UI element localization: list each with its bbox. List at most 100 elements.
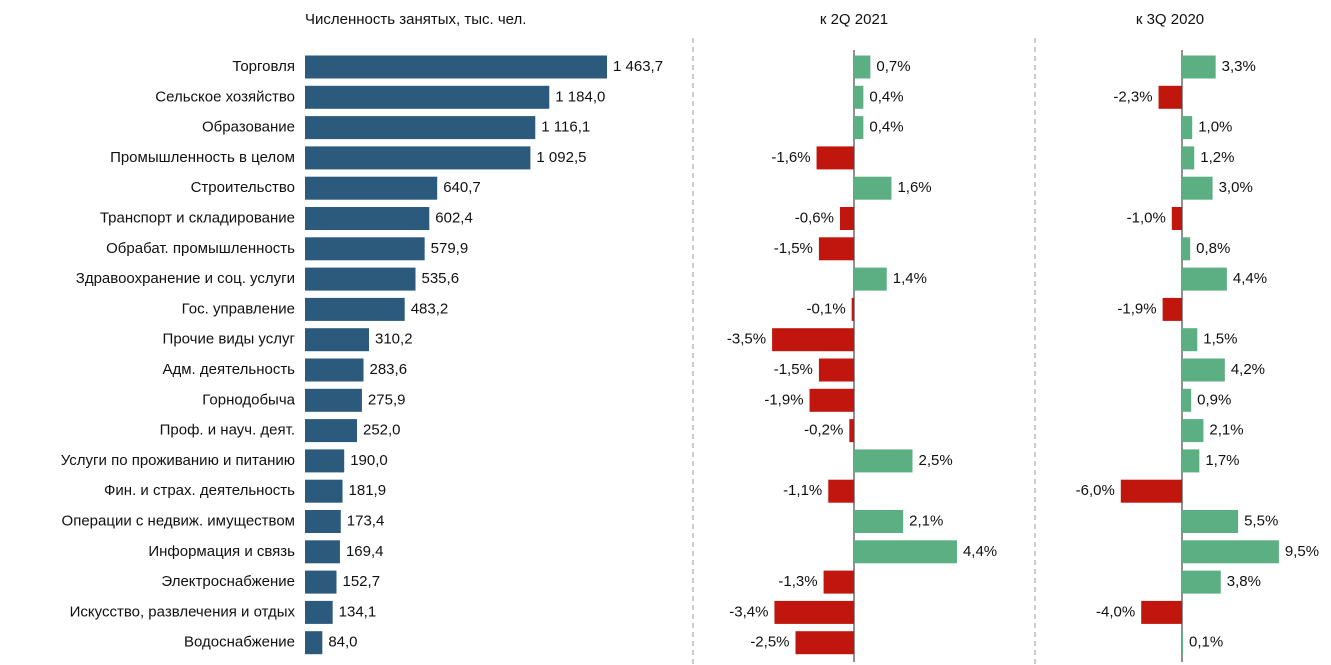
value-label: 483,2 [411,300,449,317]
category-label: Электроснабжение [161,573,295,590]
bar [305,176,438,200]
value-label: 2,1% [909,512,943,529]
value-label: 0,7% [876,58,910,75]
category-label: Строительство [191,179,295,196]
category-label: Информация и связь [148,543,295,560]
value-label: 0,4% [869,88,903,105]
bar [305,600,333,624]
value-label: 1,5% [1203,331,1237,348]
value-label: 310,2 [375,331,413,348]
value-label: 190,0 [350,452,388,469]
bar [1182,358,1225,382]
bar [1182,116,1193,140]
value-label: 5,5% [1244,512,1278,529]
value-label: 0,9% [1197,391,1231,408]
category-label: Адм. деятельность [162,361,295,378]
bar [854,540,957,564]
bar [1182,631,1184,655]
bar [305,116,536,140]
bar [305,207,430,230]
value-label: 0,8% [1196,240,1230,257]
bar [823,570,854,594]
bar [1171,207,1182,230]
value-label: 640,7 [443,179,481,196]
value-label: 252,0 [363,422,401,439]
bar [818,237,854,261]
value-label: 1,7% [1205,452,1239,469]
bar [1182,510,1239,533]
bar [305,297,405,321]
bar [305,85,550,109]
value-label: 1,0% [1198,119,1232,136]
category-label: Фин. и страх. деятельность [104,482,295,499]
bar [305,358,364,382]
value-label: 1,6% [897,179,931,196]
bar [305,510,341,533]
bar [854,267,887,291]
category-label: Прочие виды услуг [163,331,296,348]
bar [795,631,854,655]
bar [849,419,854,443]
value-label: 152,7 [343,573,381,590]
value-label: 3,0% [1219,179,1253,196]
value-label: 4,4% [963,543,997,560]
value-label: 173,4 [347,512,385,529]
bar [854,510,904,533]
bar [305,449,345,473]
category-label: Промышленность в целом [110,149,295,166]
value-label: 1 463,7 [613,58,663,75]
bar [851,297,854,321]
category-label: Гос. управление [182,300,295,317]
bar [305,55,607,79]
value-label: 602,4 [435,209,473,226]
category-label: Операции с недвиж. имуществом [62,512,295,529]
bar [1182,570,1221,594]
value-label: -2,3% [1113,88,1152,105]
bar [854,449,913,473]
value-label: 0,1% [1189,634,1223,651]
bar [1158,85,1182,109]
value-label: -1,3% [778,573,817,590]
value-label: 169,4 [346,543,384,560]
value-label: 134,1 [339,603,377,620]
bar [1182,388,1192,412]
bar [809,388,854,412]
value-label: -4,0% [1096,603,1135,620]
value-label: -0,1% [806,300,845,317]
bar [1182,55,1216,79]
bar [1182,328,1198,352]
bar [1162,297,1182,321]
value-label: 283,6 [370,361,408,378]
value-label: -1,9% [1117,300,1156,317]
value-label: 2,1% [1209,422,1243,439]
bar [1182,419,1204,443]
value-label: -1,6% [771,149,810,166]
category-label: Проф. и науч. деят. [160,422,295,439]
category-label: Горнодобыча [202,391,295,408]
value-label: 181,9 [349,482,387,499]
value-label: 9,5% [1285,543,1319,560]
bar [828,479,854,503]
value-label: 1 184,0 [555,88,605,105]
bar [1182,146,1195,170]
value-label: -1,9% [764,391,803,408]
value-label: -1,5% [774,240,813,257]
value-label: 4,4% [1233,270,1267,287]
bar [305,479,343,503]
bar [305,419,357,443]
category-label: Обрабат. промышленность [106,240,295,257]
category-label: Транспорт и складирование [100,209,295,226]
value-label: 3,8% [1227,573,1261,590]
value-label: 2,5% [919,452,953,469]
value-label: -1,0% [1127,209,1166,226]
category-label: Водоснабжение [184,634,295,651]
bar [839,207,854,230]
bar [854,116,864,140]
value-label: 1 092,5 [536,149,586,166]
panel-title: к 2Q 2021 [820,11,888,28]
value-label: 84,0 [328,634,357,651]
bar [1182,176,1213,200]
value-label: -0,2% [804,422,843,439]
value-label: 579,9 [431,240,469,257]
